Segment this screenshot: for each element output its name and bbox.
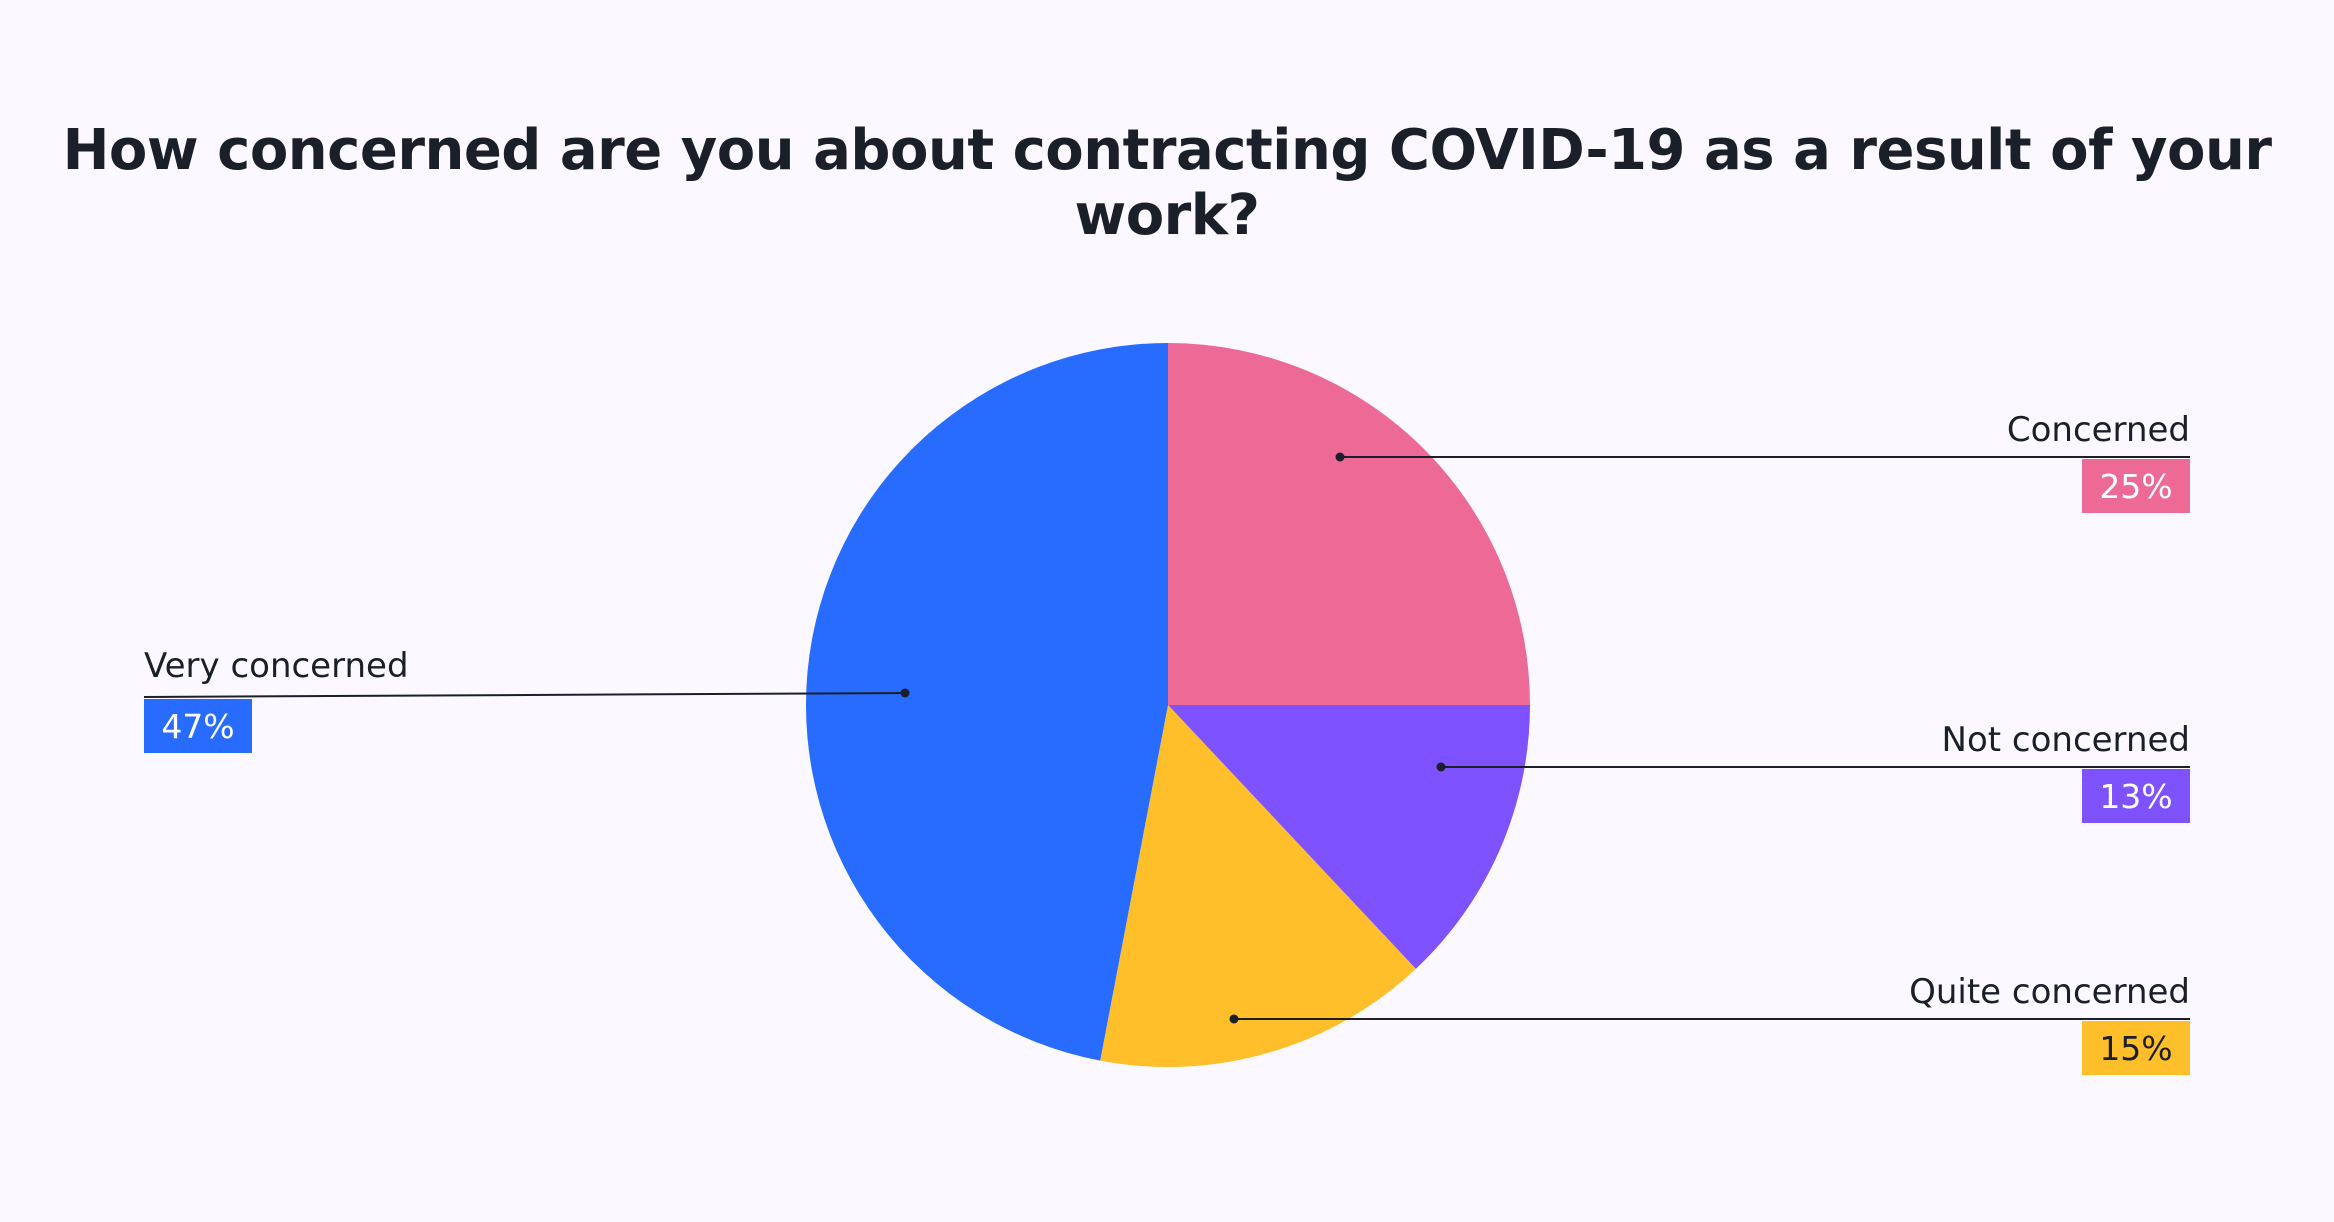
value-label-concerned: 25% — [2099, 467, 2172, 506]
slice-label-concerned: Concerned — [2007, 410, 2190, 450]
value-badge-not-concerned — [2082, 769, 2190, 823]
slice-label-quite-concerned: Quite concerned — [1909, 972, 2190, 1012]
value-badge-concerned — [2082, 459, 2190, 513]
pie-slices — [805, 343, 1530, 1068]
leader-dot-not-concerned — [1436, 762, 1446, 772]
leader-dot-very-concerned — [900, 688, 910, 698]
slice-label-not-concerned: Not concerned — [1942, 720, 2190, 760]
slice-label-very-concerned: Very concerned — [144, 646, 409, 686]
leader-dot-quite-concerned — [1229, 1014, 1239, 1024]
value-badge-quite-concerned — [2082, 1021, 2190, 1075]
leader-line-very-concerned — [143, 692, 906, 698]
pie-slice-very-concerned — [805, 343, 1168, 1061]
pie-callouts: Concerned 25% Not concerned 13% Quite concer… — [143, 410, 2190, 1075]
callout-very-concerned: Very concerned 47% — [143, 646, 910, 753]
pie-slice-quite-concerned — [1100, 705, 1416, 1068]
value-badge-very-concerned — [144, 699, 252, 753]
callout-concerned: Concerned 25% — [1335, 410, 2190, 513]
leader-dot-concerned — [1335, 452, 1345, 462]
chart-title: How concerned are you about contracting … — [62, 118, 2272, 248]
value-label-quite-concerned: 15% — [2099, 1029, 2172, 1068]
value-label-not-concerned: 13% — [2099, 777, 2172, 816]
pie-slice-concerned — [1168, 343, 1530, 705]
callout-quite-concerned: Quite concerned 15% — [1229, 972, 2190, 1075]
value-label-very-concerned: 47% — [161, 707, 234, 746]
callout-not-concerned: Not concerned 13% — [1436, 720, 2190, 823]
